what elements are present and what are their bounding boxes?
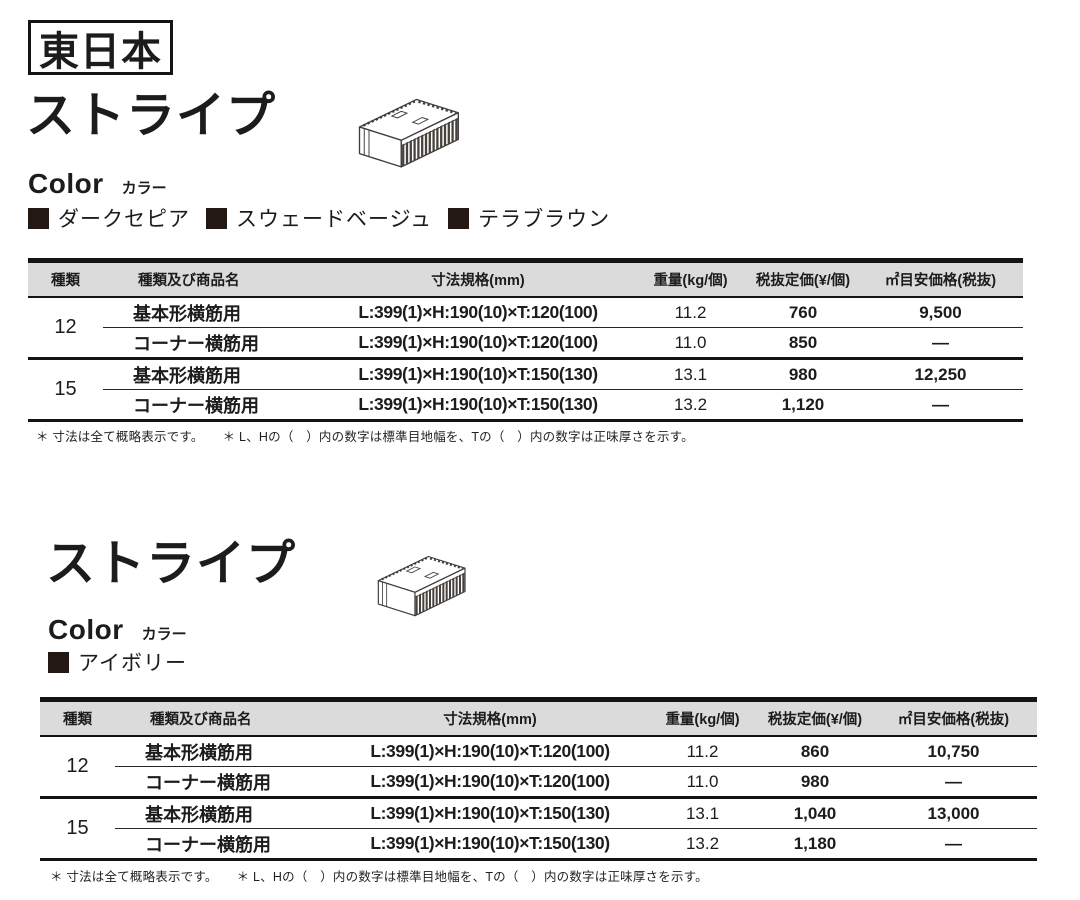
weight-cell: 11.2 (645, 736, 760, 767)
region-badge-label: 東日本 (39, 29, 162, 74)
weight-cell: 13.2 (673, 394, 708, 414)
dims-cell: L:399(1)×H:190(10)×T:120(100) (323, 327, 633, 360)
col-header-sqm-price: ㎡目安価格(税抜) (858, 260, 1023, 298)
color-heading-jp: カラー (141, 626, 187, 643)
weight-cell: 13.1 (633, 358, 748, 390)
table-row: コーナー横筋用 L:399(1)×H:190(10)×T:120(100) 11… (28, 327, 1023, 360)
dims-cell: L:399(1)×H:190(10)×T:150(130) (323, 358, 633, 390)
col-header-weight: 重量(kg/個) (633, 260, 748, 298)
col-header-price: 税抜定価(¥/個) (748, 260, 858, 298)
name-cell: コーナー横筋用 (115, 766, 335, 799)
name-cell: 基本形横筋用 (103, 297, 323, 328)
type-cell: 12 (40, 736, 115, 799)
sqm-price-cell: 13,000 (870, 797, 1037, 829)
table-header-row: 種類 種類及び商品名 寸法規格(mm) 重量(kg/個) 税抜定価(¥/個) ㎡… (40, 699, 1037, 737)
color-swatch-label: テラブラウン (478, 208, 611, 231)
col-header-dims: 寸法規格(mm) (323, 260, 633, 298)
weight-cell: 11.2 (633, 297, 748, 328)
color-swatch (206, 207, 227, 229)
dims-cell: L:399(1)×H:190(10)×T:120(100) (335, 766, 645, 799)
col-header-price: 税抜定価(¥/個) (760, 699, 870, 737)
color-swatch (448, 207, 470, 229)
color-swatch-label: アイボリー (78, 652, 187, 675)
col-header-type: 種類 (40, 699, 115, 737)
color-swatch (28, 207, 49, 229)
col-header-name: 種類及び商品名 (103, 260, 323, 298)
name-cell: 基本形横筋用 (115, 736, 335, 767)
table-row: 12 基本形横筋用 L:399(1)×H:190(10)×T:120(100) … (40, 736, 1037, 799)
color-swatch-row: ダークセピア スウェードベージュ テラブラウン (28, 203, 610, 233)
price-cell: 860 (760, 736, 870, 767)
price-cell: 1,040 (760, 797, 870, 829)
type-cell: 15 (54, 378, 77, 400)
type-cell: 12 (28, 297, 103, 360)
sqm-price-cell: 9,500 (858, 297, 1023, 328)
price-cell: 1,120 (781, 394, 825, 414)
dims-cell: L:399(1)×H:190(10)×T:150(130) (358, 394, 598, 414)
weight-cell: 11.0 (633, 327, 748, 360)
sqm-price-cell: — (858, 327, 1023, 360)
weight-cell: 13.2 (685, 833, 720, 853)
section2-title: ストライプ (46, 537, 297, 591)
name-cell: コーナー横筋用 (145, 834, 271, 855)
color-swatch-item: テラブラウン (448, 203, 610, 233)
name-cell: 基本形横筋用 (115, 797, 335, 829)
product-illustration (370, 548, 470, 630)
color-heading-en: Color (28, 168, 104, 199)
col-header-sqm-price: ㎡目安価格(税抜) (870, 699, 1037, 737)
sqm-price-cell: — (932, 394, 949, 414)
dims-cell: L:399(1)×H:190(10)×T:120(100) (335, 736, 645, 767)
table-row: 15 基本形横筋用 L:399(1)×H:190(10)×T:150(130) … (40, 797, 1037, 839)
price-cell: 1,180 (793, 833, 837, 853)
weight-cell: 13.1 (645, 797, 760, 829)
price-cell: 850 (748, 327, 858, 360)
table-row: 12 基本形横筋用 L:399(1)×H:190(10)×T:120(100) … (28, 297, 1023, 360)
region-badge: 東日本 (28, 20, 173, 75)
color-swatch-label: ダークセピア (58, 208, 190, 231)
col-header-name: 種類及び商品名 (115, 699, 335, 737)
color-heading: Color カラー (48, 614, 187, 646)
color-swatch-row: アイボリー (48, 647, 187, 677)
col-header-type: 種類 (28, 260, 103, 298)
price-cell: 760 (748, 297, 858, 328)
color-heading-en: Color (48, 614, 124, 645)
table-footnote: ＊ 寸法は全て概略表示です。 ＊ L、Hの（ ）内の数字は標準目地幅を、Tの（ … (50, 870, 708, 884)
name-cell: コーナー横筋用 (103, 327, 323, 360)
spec-table: 種類 種類及び商品名 寸法規格(mm) 重量(kg/個) 税抜定価(¥/個) ㎡… (40, 697, 1037, 861)
price-cell: 980 (748, 358, 858, 390)
table-row: コーナー横筋用 L:399(1)×H:190(10)×T:150(130) 13… (28, 390, 1023, 421)
table-row: コーナー横筋用 L:399(1)×H:190(10)×T:150(130) 13… (40, 829, 1037, 860)
color-swatch-item: スウェードベージュ (206, 203, 432, 233)
table-footnote: ＊ 寸法は全て概略表示です。 ＊ L、Hの（ ）内の数字は標準目地幅を、Tの（ … (36, 430, 694, 444)
color-swatch-item: ダークセピア (28, 203, 190, 233)
spec-table: 種類 種類及び商品名 寸法規格(mm) 重量(kg/個) 税抜定価(¥/個) ㎡… (28, 258, 1023, 422)
dims-cell: L:399(1)×H:190(10)×T:150(130) (335, 797, 645, 829)
sqm-price-cell: 10,750 (870, 736, 1037, 767)
color-swatch (48, 651, 69, 673)
col-header-weight: 重量(kg/個) (645, 699, 760, 737)
table-row: 15 基本形横筋用 L:399(1)×H:190(10)×T:150(130) … (28, 358, 1023, 400)
sqm-price-cell: — (945, 833, 962, 853)
dims-cell: L:399(1)×H:190(10)×T:120(100) (323, 297, 633, 328)
type-cell: 15 (66, 817, 89, 839)
color-heading: Color カラー (28, 168, 167, 200)
product-illustration (350, 92, 464, 181)
color-heading-jp: カラー (121, 180, 167, 197)
color-swatch-label: スウェードベージュ (236, 208, 433, 231)
weight-cell: 11.0 (645, 766, 760, 799)
name-cell: 基本形横筋用 (103, 358, 323, 390)
color-swatch-item: アイボリー (48, 647, 187, 677)
col-header-dims: 寸法規格(mm) (335, 699, 645, 737)
table-header-row: 種類 種類及び商品名 寸法規格(mm) 重量(kg/個) 税抜定価(¥/個) ㎡… (28, 260, 1023, 298)
table-row: コーナー横筋用 L:399(1)×H:190(10)×T:120(100) 11… (40, 766, 1037, 799)
dims-cell: L:399(1)×H:190(10)×T:150(130) (370, 833, 610, 853)
price-cell: 980 (760, 766, 870, 799)
sqm-price-cell: — (870, 766, 1037, 799)
name-cell: コーナー横筋用 (133, 395, 259, 416)
section1-title: ストライプ (26, 89, 277, 143)
sqm-price-cell: 12,250 (858, 358, 1023, 390)
